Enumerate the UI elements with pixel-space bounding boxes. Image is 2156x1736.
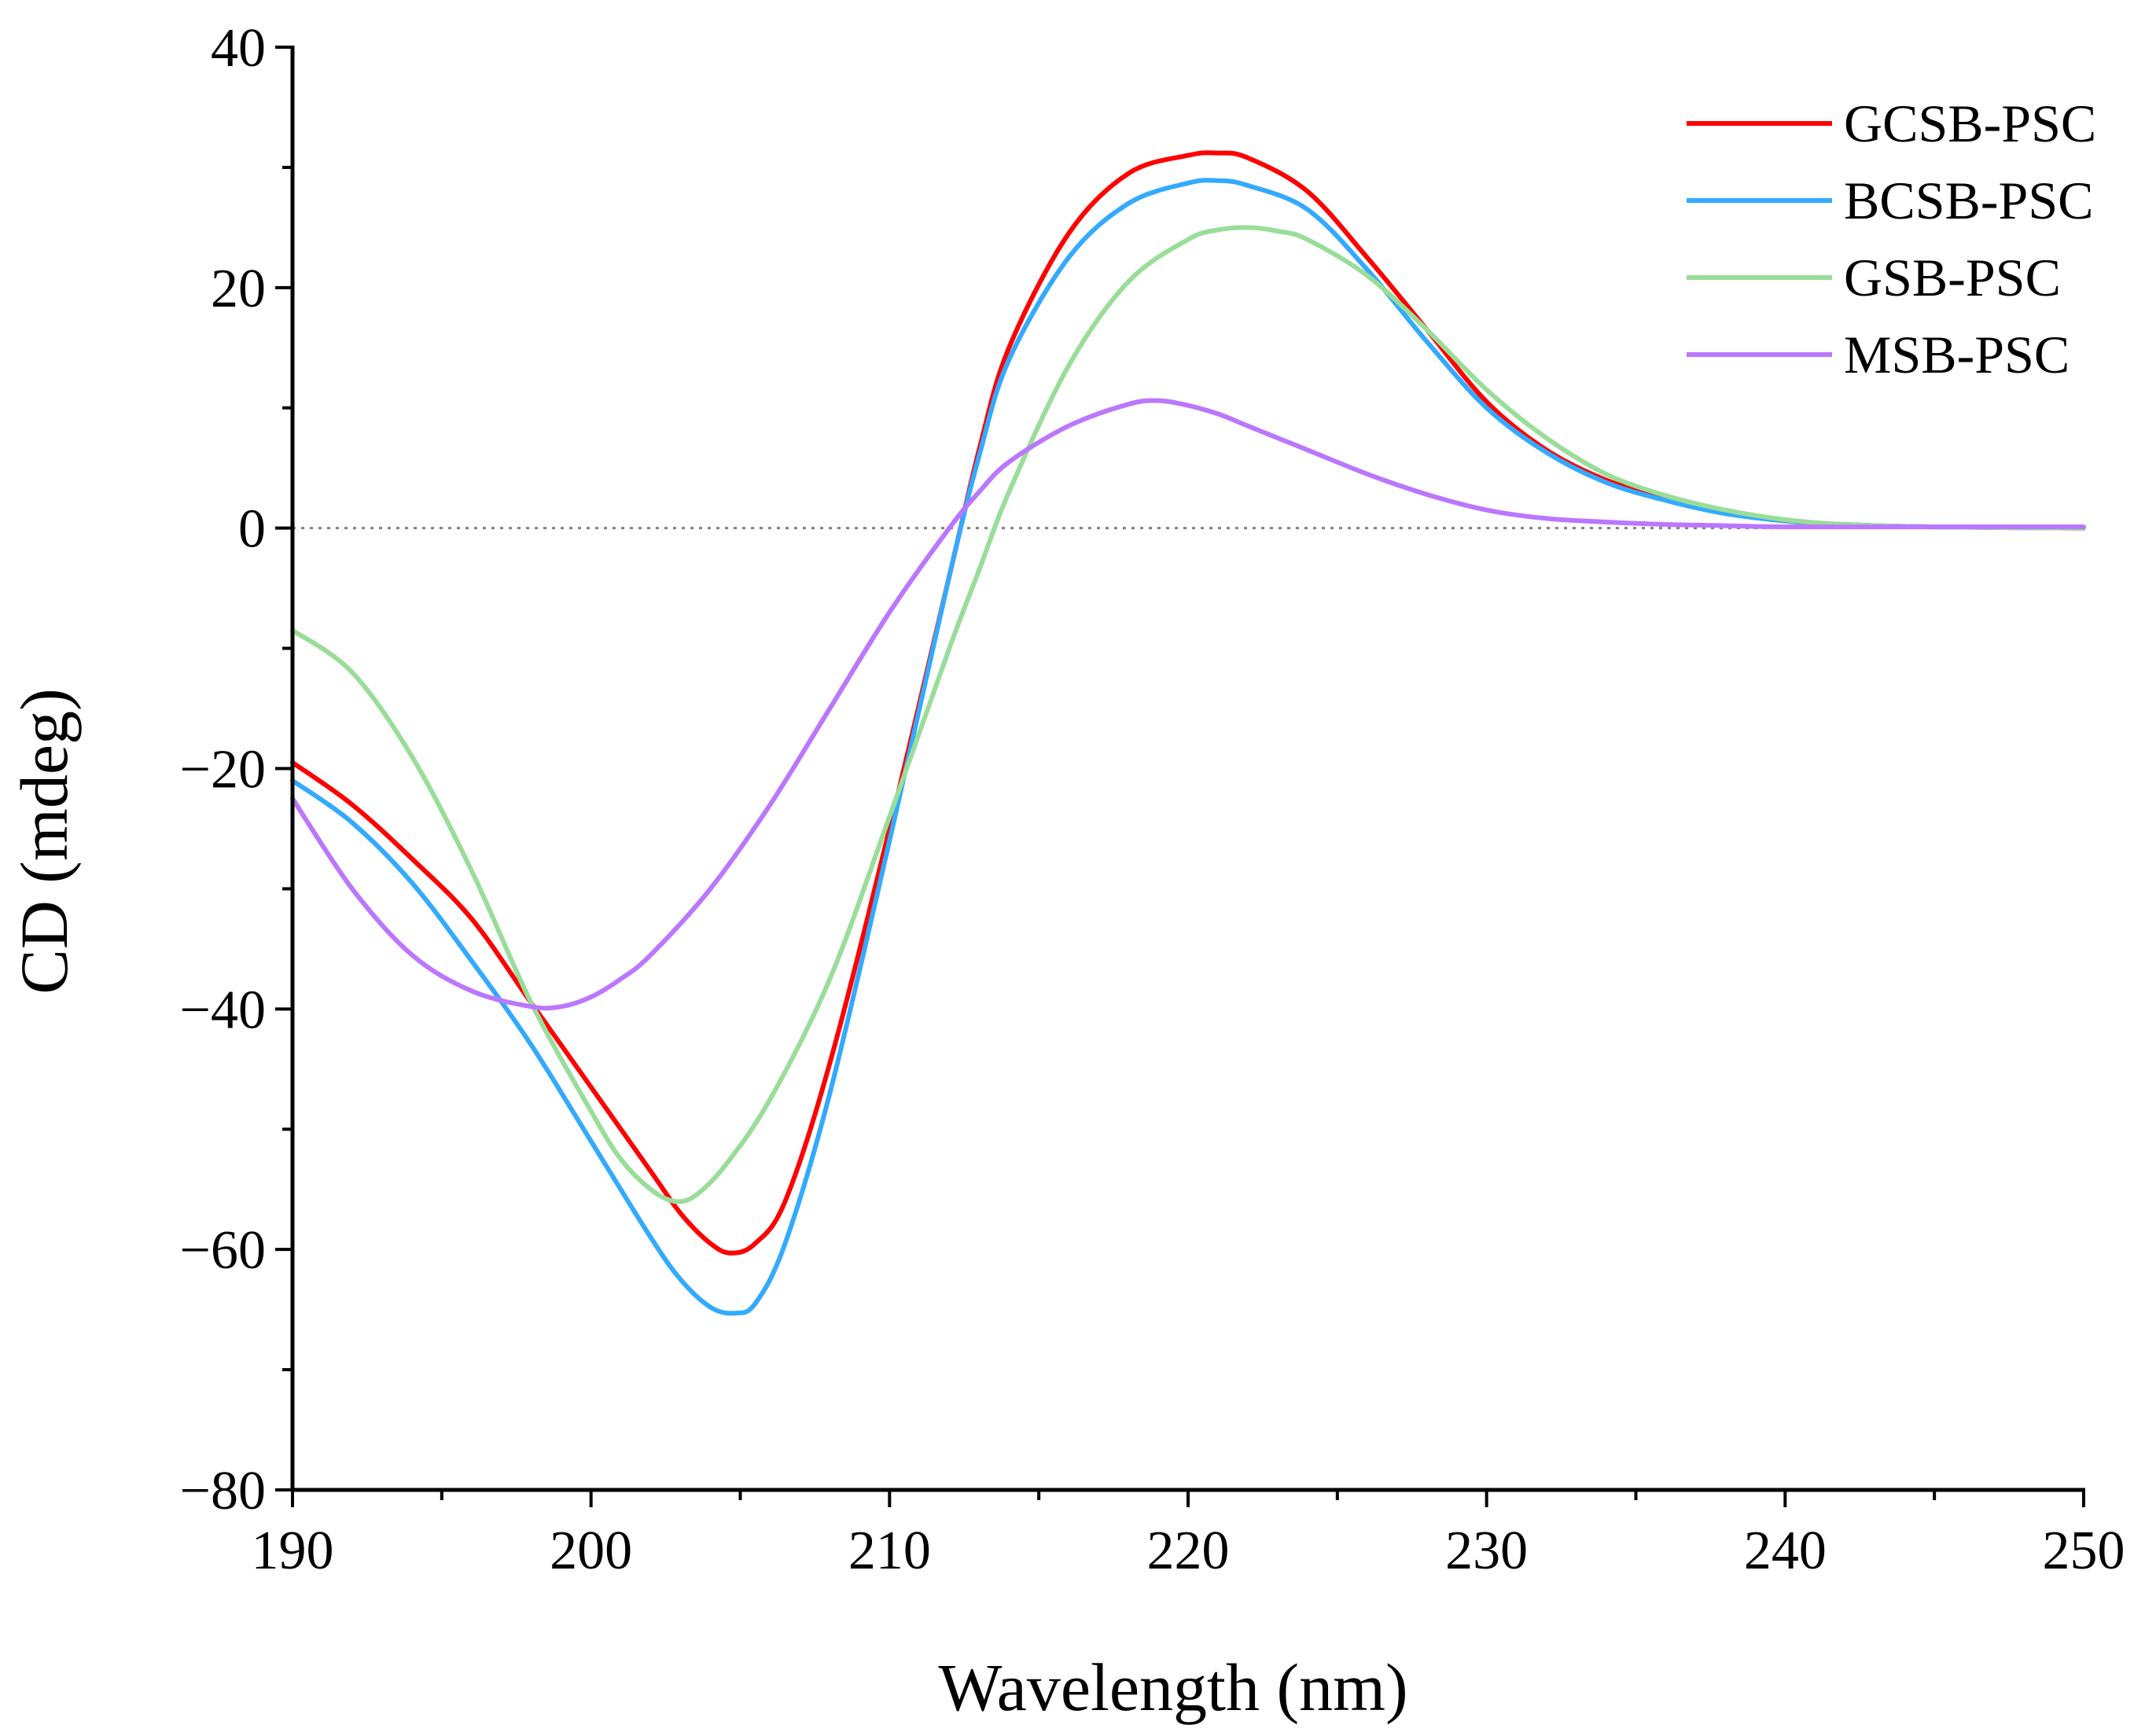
y-tick-label: −40 xyxy=(180,980,266,1040)
y-tick-label: 20 xyxy=(211,259,266,319)
x-tick-label: 220 xyxy=(1147,1521,1230,1581)
series-line-msb-psc xyxy=(290,398,2086,1011)
legend-label-gcsb-psc: GCSB-PSC xyxy=(1844,94,2096,153)
y-tick-label: −20 xyxy=(180,740,266,800)
legend-label-gsb-psc: GSB-PSC xyxy=(1844,248,2061,307)
y-axis-title: CD (mdeg) xyxy=(6,688,82,994)
y-tick-label: 40 xyxy=(211,18,266,79)
ticks-layer xyxy=(275,46,2085,1507)
series-line-bcsb-psc xyxy=(290,178,2086,1316)
legend: GCSB-PSC BCSB-PSC GSB-PSC MSB-PSC xyxy=(1687,94,2096,384)
y-tick-label: −60 xyxy=(180,1220,266,1281)
series-layer xyxy=(290,150,2086,1316)
x-axis-title: Wavelength (nm) xyxy=(938,1650,1407,1725)
x-tick-label: 250 xyxy=(2043,1521,2125,1581)
y-tick-label: 0 xyxy=(238,499,266,560)
x-tick-label: 200 xyxy=(550,1521,632,1581)
x-tick-label: 190 xyxy=(252,1521,334,1581)
axes-layer xyxy=(290,46,2085,1492)
x-tick-label: 230 xyxy=(1445,1521,1528,1581)
x-tick-label: 210 xyxy=(848,1521,931,1581)
y-tick-label: −80 xyxy=(180,1461,266,1521)
series-line-gsb-psc xyxy=(290,225,2086,1205)
legend-label-bcsb-psc: BCSB-PSC xyxy=(1844,171,2094,230)
legend-label-msb-psc: MSB-PSC xyxy=(1844,325,2070,384)
x-tick-label: 240 xyxy=(1744,1521,1827,1581)
